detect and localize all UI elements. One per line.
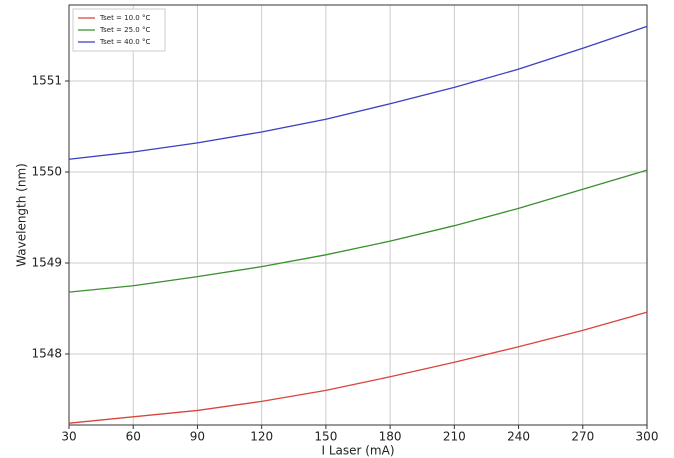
x-tick-label: 240 — [507, 430, 530, 444]
x-tick-label: 180 — [379, 430, 402, 444]
x-tick-label: 60 — [126, 430, 141, 444]
x-tick-label: 30 — [61, 430, 76, 444]
y-tick-label: 1551 — [31, 73, 62, 87]
legend-label: Tset = 25.0 °C — [99, 26, 150, 34]
x-tick-label: 270 — [571, 430, 594, 444]
legend: Tset = 10.0 °C Tset = 25.0 °C Tset = 40.0 … — [72, 8, 166, 52]
y-tick-label: 1549 — [31, 256, 62, 270]
x-tick-label: 90 — [190, 430, 205, 444]
y-tick-label: 1548 — [31, 347, 62, 361]
x-tick-label: 210 — [443, 430, 466, 444]
series-line — [68, 169, 648, 293]
series-line — [68, 25, 648, 160]
x-tick-label: 150 — [314, 430, 337, 444]
x-tick-label: 120 — [250, 430, 273, 444]
x-tick-label: 300 — [636, 430, 659, 444]
y-tick-label: 1550 — [31, 164, 62, 178]
legend-label: Tset = 40.0 °C — [99, 38, 150, 46]
legend-label: Tset = 10.0 °C — [99, 14, 150, 22]
y-axis-label: Wavelength (nm) — [15, 163, 29, 267]
x-axis-label: I Laser (mA) — [321, 444, 394, 458]
series-line — [68, 311, 648, 424]
plot-frame — [68, 4, 648, 426]
